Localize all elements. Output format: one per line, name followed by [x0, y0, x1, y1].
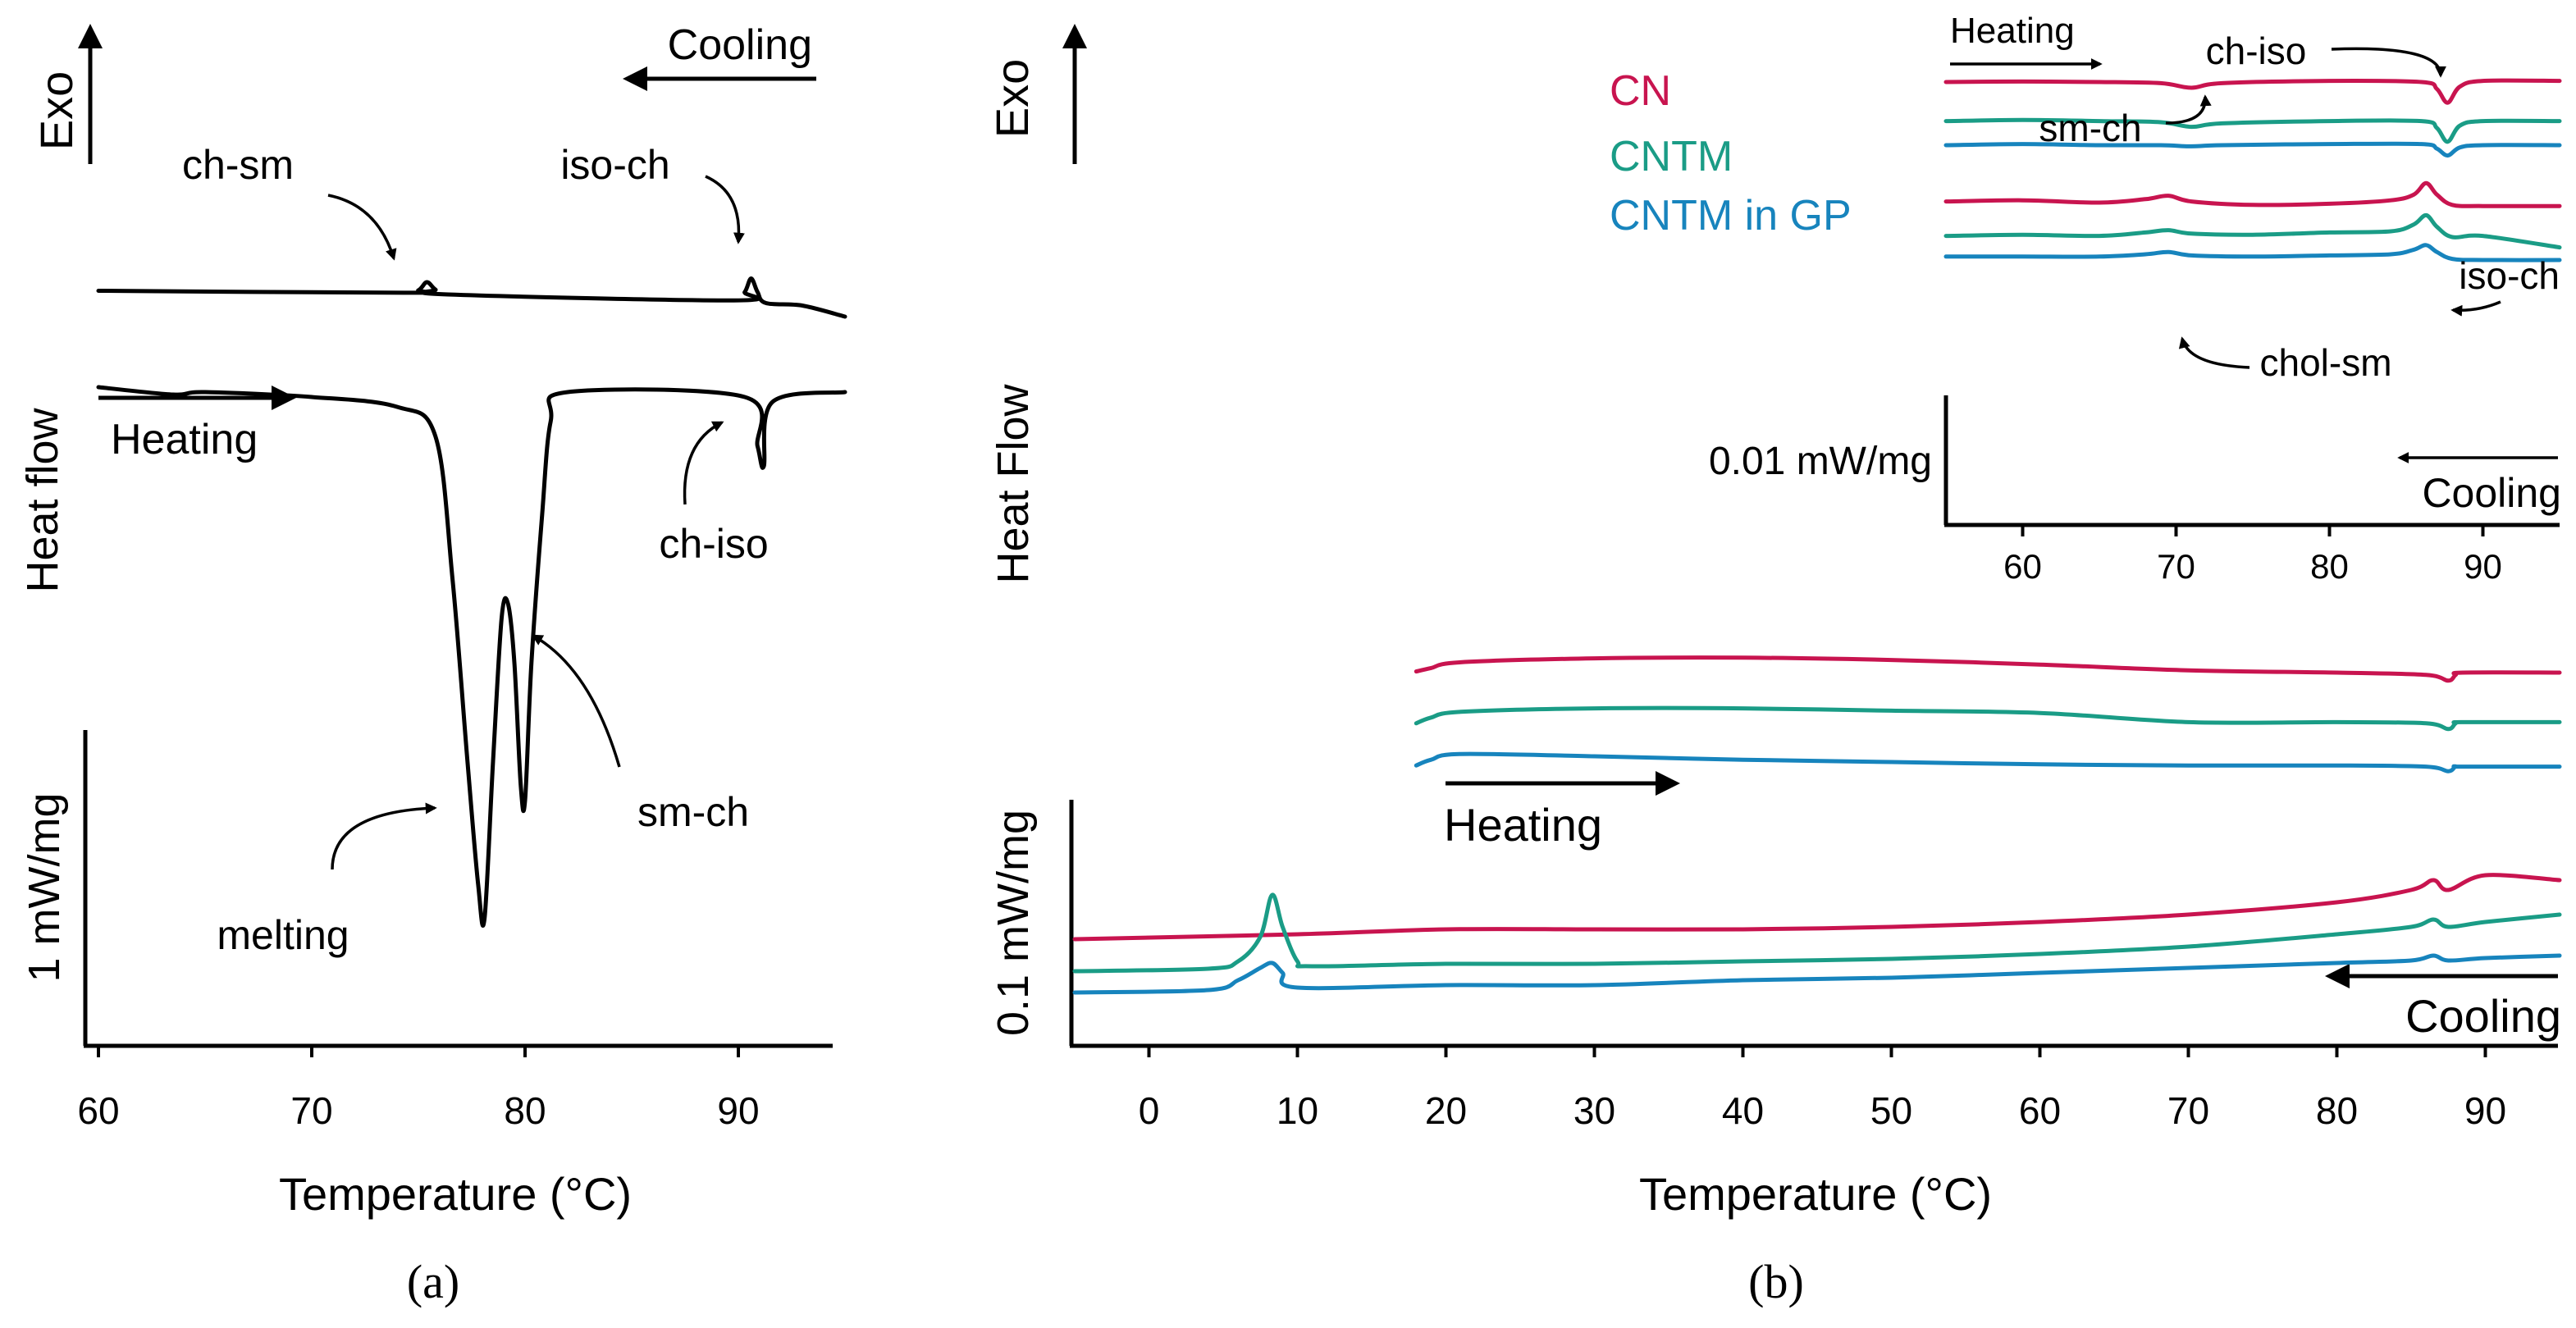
- series-cntm-cooling: [1943, 212, 2562, 250]
- inset-annot-sm-ch-arrow: [2165, 94, 2212, 125]
- panel-a: Exo Cooling Heating Heat flow 1 mW/mg 60…: [18, 21, 847, 1308]
- x-tick-label: 50: [1870, 1089, 1912, 1132]
- panel-b: Exo Heat Flow 0.1 mW/mg 0 10 20 30 40 50 60 70 8…: [986, 24, 2562, 1308]
- annot-ch-sm-arrow: [327, 194, 397, 261]
- inset-annot-ch-iso-arrow: [2331, 47, 2446, 78]
- panel-label-b: (b): [1748, 1255, 1804, 1308]
- cooling-label-b: Cooling: [2405, 990, 2561, 1042]
- scale-bar-label-a: 1 mW/mg: [20, 792, 69, 982]
- x-tick-label: 60: [2019, 1089, 2061, 1132]
- x-tick-label: 70: [2157, 547, 2195, 586]
- annot-iso-ch: iso-ch: [560, 142, 669, 188]
- x-tick-label: 40: [1722, 1089, 1764, 1132]
- curves-a: [96, 276, 847, 928]
- series-cntm-heating: [1414, 705, 2562, 732]
- series-cntm-in-gp-heating: [1943, 141, 2562, 158]
- inset-annot-iso-ch: iso-ch: [2459, 254, 2560, 297]
- annot-sm-ch: sm-ch: [637, 789, 749, 835]
- heating-label-a: Heating: [111, 416, 258, 463]
- inset-b: CN CNTM CNTM in GP Heating 0.01 mW/mg 60…: [1610, 11, 2562, 586]
- annot-iso-ch-arrow: [705, 175, 745, 244]
- inset-annot-chol-sm: chol-sm: [2259, 341, 2391, 384]
- x-tick-label: 60: [77, 1089, 119, 1132]
- annot-ch-sm: ch-sm: [182, 142, 294, 188]
- ylabel-b: Heat Flow: [989, 383, 1038, 583]
- x-ticks-b: 0 10 20 30 40 50 60 70 80 90: [1139, 1046, 2506, 1132]
- series-cn-heating: [1943, 78, 2562, 105]
- inset-annot-iso-ch-arrow: [2450, 300, 2501, 317]
- inset-cooling-label: Cooling: [2422, 470, 2561, 516]
- x-tick-label: 90: [2464, 547, 2502, 586]
- exo-label-b: Exo: [986, 59, 1038, 139]
- series-cntm-heating: [1943, 117, 2562, 144]
- series-cn-cooling: [1072, 873, 2562, 942]
- x-tick-label: 80: [2316, 1089, 2358, 1132]
- panel-label-a: (a): [407, 1255, 459, 1308]
- legend-cntm: CNTM: [1610, 133, 1733, 180]
- series-cntm-in-gp-cooling: [1943, 243, 2562, 262]
- annot-melting-arrow: [331, 802, 437, 870]
- x-tick-label: 80: [2310, 547, 2349, 586]
- inset-annot-chol-sm-arrow: [2178, 336, 2250, 369]
- inset-curves: [1943, 78, 2562, 262]
- inset-annot-sm-ch: sm-ch: [2039, 107, 2141, 149]
- x-tick-label: 30: [1573, 1089, 1615, 1132]
- annot-melting: melting: [217, 912, 349, 958]
- inset-annot-ch-iso: ch-iso: [2206, 30, 2307, 72]
- cooling-label-a: Cooling: [668, 21, 812, 69]
- exo-label-a: Exo: [30, 71, 82, 151]
- series-cn-cooling: [1943, 180, 2562, 208]
- annot-ch-iso: ch-iso: [659, 521, 768, 567]
- x-tick-label: 80: [504, 1089, 546, 1132]
- heating-label-b: Heating: [1444, 799, 1602, 851]
- x-tick-label: 70: [290, 1089, 332, 1132]
- inset-x-ticks: 60 70 80 90: [2003, 525, 2502, 586]
- x-tick-label: 20: [1425, 1089, 1467, 1132]
- xlabel-b: Temperature (°C): [1639, 1168, 1992, 1220]
- series-cntm-in-gp-cooling: [1072, 953, 2562, 995]
- ylabel-a: Heat flow: [18, 407, 67, 592]
- annot-sm-ch-arrow: [531, 634, 621, 768]
- series-cn-heating: [1414, 655, 2562, 683]
- xlabel-a: Temperature (°C): [279, 1168, 632, 1220]
- scale-bar-label-b: 0.1 mW/mg: [989, 810, 1038, 1036]
- x-tick-label: 90: [2464, 1089, 2506, 1132]
- x-tick-label: 0: [1139, 1089, 1160, 1132]
- legend-cn: CN: [1610, 67, 1671, 115]
- x-tick-label: 70: [2167, 1089, 2209, 1132]
- series-cooling: [96, 276, 847, 319]
- x-tick-label: 60: [2003, 547, 2042, 586]
- curves-b: [1072, 655, 2562, 995]
- series-cntm-cooling: [1072, 892, 2562, 974]
- x-tick-label: 90: [717, 1089, 759, 1132]
- legend-cntm-gp: CNTM in GP: [1610, 192, 1852, 240]
- x-ticks-a: 60 70 80 90: [77, 1046, 760, 1132]
- x-tick-label: 10: [1277, 1089, 1318, 1132]
- inset-heating-label: Heating: [1950, 11, 2075, 51]
- inset-scale-bar-label: 0.01 mW/mg: [1709, 440, 1932, 483]
- annot-ch-iso-arrow: [683, 421, 724, 505]
- series-heating: [96, 385, 847, 928]
- series-cntm-in-gp-heating: [1414, 751, 2562, 774]
